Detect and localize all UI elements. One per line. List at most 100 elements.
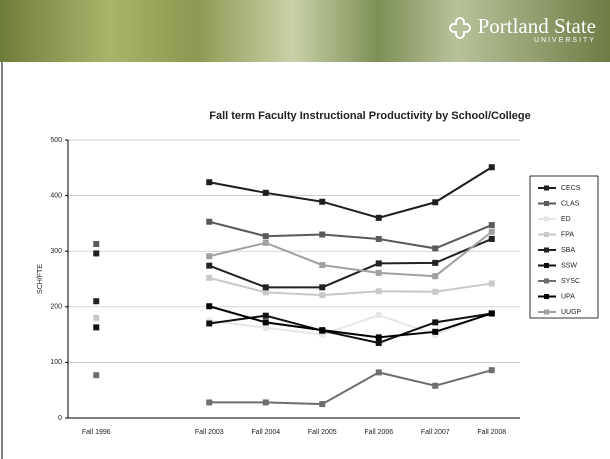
legend-marker <box>544 185 549 191</box>
logo-sub: UNIVERSITY <box>533 37 596 44</box>
point <box>319 262 326 269</box>
legend-label: SYSC <box>561 278 580 285</box>
point <box>319 292 326 299</box>
legend-label: FPA <box>561 231 574 238</box>
point <box>206 274 213 281</box>
point <box>319 284 326 291</box>
y-tick-label: 0 <box>58 415 62 422</box>
point <box>206 399 213 406</box>
x-tick-label: Fall 1996 <box>82 429 111 436</box>
y-tick-label: 400 <box>50 192 62 199</box>
legend-marker <box>544 278 549 284</box>
point <box>319 327 326 334</box>
point <box>206 262 213 269</box>
point <box>488 280 495 287</box>
point <box>375 312 382 319</box>
point <box>432 328 439 335</box>
point <box>262 189 269 196</box>
point <box>375 214 382 221</box>
x-tick-label: Fall 2004 <box>251 429 280 436</box>
point <box>432 319 439 326</box>
banner: Portland State UNIVERSITY <box>0 0 610 62</box>
legend-label: UUGP <box>561 309 582 316</box>
point <box>319 231 326 238</box>
y-tick-label: 300 <box>50 248 62 255</box>
y-axis-label: SCH/FTE <box>37 264 44 294</box>
series-line <box>209 369 493 406</box>
chart-title: Fall term Faculty Instructional Producti… <box>209 110 531 122</box>
point <box>375 288 382 295</box>
point <box>262 289 269 296</box>
series-line <box>209 276 492 297</box>
point <box>432 273 439 280</box>
legend-marker <box>544 309 549 315</box>
point <box>375 235 382 242</box>
point <box>93 372 100 379</box>
x-tick-label: Fall 2007 <box>421 429 450 436</box>
point <box>93 298 100 305</box>
series-line <box>209 312 492 344</box>
point <box>206 320 213 327</box>
series-line <box>209 166 493 219</box>
point <box>375 339 382 346</box>
point <box>488 235 495 242</box>
legend-label: SBA <box>561 247 575 254</box>
point <box>319 401 326 408</box>
point <box>432 245 439 252</box>
legend-label: CLAS <box>561 200 580 207</box>
point <box>262 312 269 319</box>
y-tick-label: 500 <box>50 137 62 144</box>
point <box>262 284 269 291</box>
point <box>206 253 213 260</box>
point <box>206 303 213 310</box>
series-line <box>208 305 493 339</box>
series-line <box>209 220 493 250</box>
point <box>262 319 269 326</box>
point <box>375 260 382 267</box>
logo: Portland State UNIVERSITY <box>448 14 596 44</box>
point <box>262 399 269 406</box>
point <box>488 222 495 229</box>
point <box>93 250 100 257</box>
x-tick-label: Fall 2003 <box>195 429 224 436</box>
series-line <box>208 238 493 289</box>
series-line <box>209 230 493 278</box>
point <box>375 334 382 341</box>
legend-marker <box>544 247 549 253</box>
legend-marker <box>544 216 549 222</box>
logo-icon <box>448 16 471 39</box>
point <box>432 259 439 266</box>
point <box>488 310 495 317</box>
legend-marker <box>544 263 549 268</box>
point <box>93 240 100 247</box>
point <box>319 198 326 205</box>
legend-label: CECS <box>561 185 581 192</box>
point <box>432 382 439 389</box>
point <box>488 228 495 235</box>
point <box>432 288 439 295</box>
point <box>488 367 495 374</box>
series-line <box>209 311 493 336</box>
x-tick-label: Fall 2008 <box>477 429 506 436</box>
x-tick-label: Fall 2006 <box>364 429 393 436</box>
legend-marker <box>544 294 549 299</box>
point <box>262 239 269 246</box>
point <box>262 233 269 240</box>
point <box>262 324 269 331</box>
legend-label: UPA <box>561 293 575 300</box>
legend-box <box>529 175 599 319</box>
point <box>375 269 382 276</box>
logo-name: Portland State <box>477 14 596 38</box>
x-tick-label: Fall 2005 <box>308 429 337 436</box>
legend-label: ED <box>561 216 571 223</box>
point <box>93 324 100 331</box>
legend-marker <box>544 201 549 206</box>
point <box>432 199 439 206</box>
y-tick-label: 200 <box>50 304 62 311</box>
point <box>488 164 495 171</box>
point <box>375 369 382 376</box>
point <box>206 218 213 225</box>
point <box>319 331 326 338</box>
